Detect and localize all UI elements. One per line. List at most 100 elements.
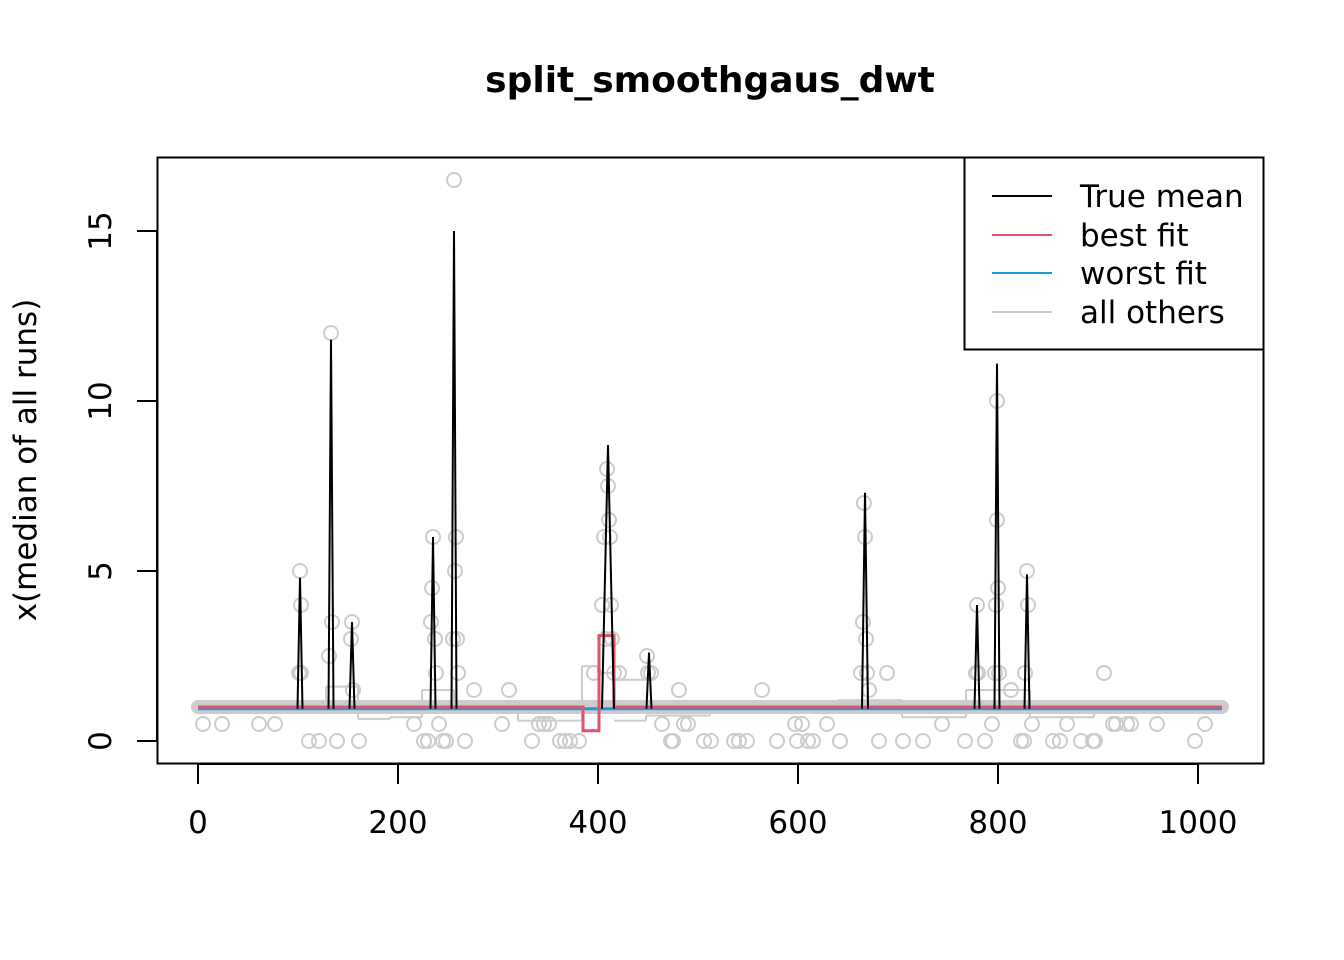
legend-label-true-mean: True mean — [1079, 179, 1244, 215]
data-point — [450, 665, 466, 681]
data-point — [329, 733, 345, 749]
data-point — [794, 716, 810, 732]
true-mean-series — [296, 230, 1031, 709]
data-point — [1197, 716, 1213, 732]
legend: True mean best fit worst fit all others — [963, 156, 1265, 351]
data-point — [639, 648, 655, 664]
x-tick-label: 600 — [768, 805, 827, 841]
data-point — [739, 733, 755, 749]
data-point — [1052, 733, 1068, 749]
data-point — [895, 733, 911, 749]
data-point — [611, 665, 627, 681]
true-mean-peak — [296, 577, 304, 709]
data-point — [267, 716, 283, 732]
data-point — [586, 665, 602, 681]
data-point — [989, 512, 1005, 528]
all-others-series — [191, 665, 1229, 722]
data-point — [214, 716, 230, 732]
x-tick-label: 200 — [368, 805, 427, 841]
data-point — [445, 631, 461, 647]
data-point — [754, 682, 770, 698]
data-point — [832, 733, 848, 749]
y-axis-label: x(median of all runs) — [8, 299, 44, 622]
data-point — [1045, 733, 1061, 749]
data-point — [1149, 716, 1165, 732]
data-point — [665, 733, 681, 749]
data-point — [1059, 716, 1075, 732]
x-tick-label: 0 — [188, 805, 208, 841]
data-point — [531, 716, 547, 732]
data-point — [769, 733, 785, 749]
true-mean-peak — [1023, 574, 1031, 709]
chart-title: split_smoothgaus_dwt — [485, 60, 935, 101]
legend-label-best-fit: best fit — [1080, 218, 1189, 254]
true-mean-peak — [861, 492, 869, 709]
data-point — [323, 325, 339, 341]
y-axis: 0 5 10 15 — [83, 211, 158, 751]
y-tick-label: 0 — [83, 731, 119, 751]
true-mean-peak — [450, 230, 458, 709]
data-point — [703, 733, 719, 749]
data-point — [984, 716, 1000, 732]
data-point — [676, 716, 692, 732]
data-point — [466, 682, 482, 698]
data-point — [1087, 733, 1103, 749]
data-point — [311, 733, 327, 749]
data-point — [680, 716, 696, 732]
data-point — [416, 733, 432, 749]
x-tick-label: 1000 — [1159, 805, 1238, 841]
data-point — [671, 682, 687, 698]
data-point — [351, 733, 367, 749]
data-point — [446, 172, 462, 188]
data-point — [1119, 716, 1135, 732]
true-mean-peak — [327, 339, 335, 709]
data-point — [915, 733, 931, 749]
data-point — [431, 716, 447, 732]
data-point — [494, 716, 510, 732]
data-point — [524, 733, 540, 749]
data-point — [871, 733, 887, 749]
data-point — [251, 716, 267, 732]
data-point — [1024, 716, 1040, 732]
data-point — [1016, 733, 1032, 749]
data-point — [594, 597, 610, 613]
data-point — [1123, 716, 1139, 732]
data-point — [406, 716, 422, 732]
data-point — [957, 733, 973, 749]
x-tick-label: 400 — [568, 805, 627, 841]
y-tick-label: 10 — [83, 381, 119, 420]
data-point — [195, 716, 211, 732]
data-point — [977, 733, 993, 749]
data-point — [1187, 733, 1203, 749]
data-point — [1003, 682, 1019, 698]
x-tick-label: 800 — [968, 805, 1027, 841]
true-mean-peak — [645, 652, 653, 709]
data-point — [800, 733, 816, 749]
y-tick-label: 15 — [83, 211, 119, 250]
data-point — [879, 665, 895, 681]
legend-label-worst-fit: worst fit — [1080, 256, 1207, 292]
data-point — [819, 716, 835, 732]
data-point — [438, 733, 454, 749]
data-point — [571, 733, 587, 749]
data-point — [787, 716, 803, 732]
true-mean-peak — [973, 604, 981, 709]
data-point — [805, 733, 821, 749]
data-point — [562, 733, 578, 749]
data-point — [696, 733, 712, 749]
legend-label-all-others: all others — [1080, 295, 1225, 331]
data-point — [301, 733, 317, 749]
legend-box — [963, 156, 1265, 351]
data-point — [1096, 665, 1112, 681]
true-mean-peak — [993, 363, 1001, 709]
data-point — [731, 733, 747, 749]
data-point — [536, 716, 552, 732]
data-point — [934, 716, 950, 732]
data-point — [292, 563, 308, 579]
true-mean-peak — [348, 621, 356, 709]
data-point — [789, 733, 805, 749]
true-mean-peak — [429, 536, 437, 709]
observation-points — [195, 172, 1213, 749]
data-point — [552, 733, 568, 749]
y-tick-label: 5 — [83, 561, 119, 581]
